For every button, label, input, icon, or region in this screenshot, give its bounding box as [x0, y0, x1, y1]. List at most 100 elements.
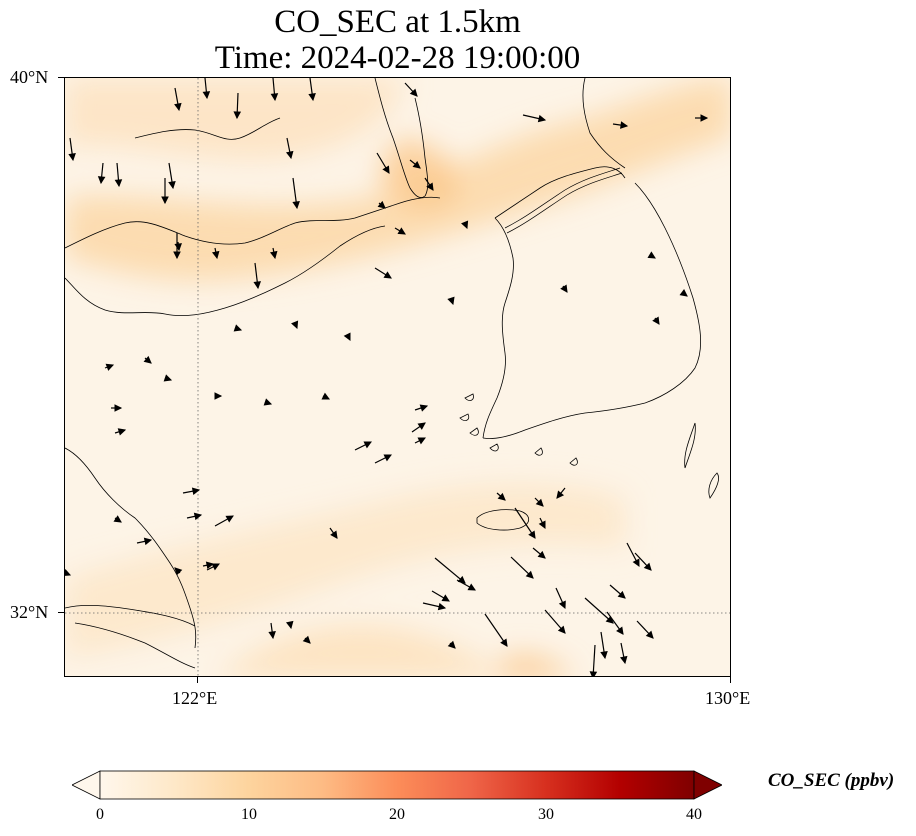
wind-vector-head [285, 150, 294, 160]
wind-vector-head [253, 281, 262, 290]
xtick-label-130e: 130°E [705, 688, 751, 708]
colorbar-tick-20: 20 [389, 806, 405, 823]
wind-vector-head [617, 590, 626, 599]
coastlines [65, 78, 719, 669]
wind-vector-head [233, 111, 242, 120]
wind-vector-head [65, 569, 72, 576]
ytick-32 [58, 612, 64, 613]
wind-vector-head [497, 492, 506, 501]
wind-vector-head [105, 363, 115, 371]
map-panel [64, 77, 731, 677]
wind-vector [434, 557, 466, 584]
wind-vector-head [417, 437, 426, 445]
wind-vector-head [343, 332, 351, 341]
colorbar-tick-0: 0 [96, 806, 104, 823]
colorbar-tick-40: 40 [686, 806, 702, 823]
wind-vector-head [225, 515, 234, 523]
wind-vector-head [645, 630, 654, 639]
wind-vector-head [268, 631, 276, 640]
wind-vector-head [467, 583, 476, 591]
wind-vector-head [437, 602, 447, 611]
wind-vector-head [211, 250, 220, 260]
wind-vectors [65, 78, 709, 676]
wind-vector-head [461, 220, 469, 230]
colorbar [72, 770, 722, 800]
wind-vector-head [113, 515, 122, 523]
map-canvas [65, 78, 730, 676]
wind-vector-head [285, 620, 294, 630]
colorbar-tick-10: 10 [241, 806, 257, 823]
wind-vector-head [163, 374, 173, 382]
wind-vector-head [291, 320, 299, 330]
wind-vector-head [535, 498, 544, 507]
wind-vector-head [382, 165, 390, 174]
wind-vector-head [558, 600, 566, 610]
wind-vector-head [560, 284, 568, 293]
wind-vector-head [616, 626, 624, 635]
ytick-label-40n: 40°N [10, 67, 49, 87]
gridlines [65, 78, 730, 676]
wind-vector-head [174, 102, 182, 112]
wind-vector-head [525, 570, 534, 579]
wind-vector-head [679, 289, 688, 297]
wind-vector-head [528, 530, 536, 539]
wind-vector-head [97, 176, 106, 185]
wind-vector-head [500, 638, 508, 647]
xtick-122 [197, 677, 198, 683]
wind-vector-head [600, 650, 608, 660]
wind-vector-head [174, 567, 183, 576]
wind-vector-head [447, 296, 455, 306]
colorbar-gradient [99, 770, 695, 800]
colorbar-extend-min [72, 770, 101, 800]
wind-vector-head [556, 490, 565, 499]
wind-vector-head [114, 404, 123, 412]
wind-vector-head [700, 114, 709, 122]
wind-vector-head [589, 671, 598, 676]
wind-vector-head [557, 625, 566, 634]
wind-vector-head [308, 93, 316, 102]
wind-vector-head [619, 655, 628, 665]
colorbar-label: CO_SEC (ppbv) [768, 770, 895, 791]
wind-vector-head [292, 201, 300, 210]
wind-vector-head [632, 558, 640, 567]
ytick-label-32n: 32°N [10, 602, 49, 622]
wind-vector-head [447, 640, 456, 649]
map-title: CO_SEC at 1.5km [274, 4, 521, 40]
wind-vector-head [143, 355, 152, 364]
wind-vector-head [409, 88, 418, 97]
wind-vector-head [605, 615, 614, 624]
wind-vector-head [538, 520, 546, 529]
wind-vector-head [419, 404, 429, 412]
wind-vector-head [68, 153, 76, 162]
xtick-label-122e: 122°E [172, 688, 218, 708]
wind-vector-head [193, 512, 203, 521]
wind-vector-head [412, 160, 421, 169]
xtick-130 [730, 677, 731, 683]
ytick-40 [58, 77, 64, 78]
wind-vector-head [302, 635, 311, 644]
wind-vector-head [441, 594, 450, 602]
wind-vector-head [643, 562, 652, 571]
wind-vector-head [269, 250, 278, 260]
wind-vector-head [143, 537, 153, 546]
wind-vector-head [117, 428, 127, 436]
wind-vector-head [377, 200, 386, 209]
wind-vector-head [205, 561, 215, 570]
wind-vector-head [383, 454, 392, 462]
wind-vector-head [417, 422, 426, 430]
wind-vector-head [620, 121, 629, 129]
wind-vector-head [321, 392, 330, 400]
wind-vector-head [214, 392, 223, 400]
wind-vector-head [270, 93, 279, 102]
wind-vector-head [330, 530, 338, 539]
colorbar-tick-30: 30 [538, 806, 554, 823]
wind-vector-head [191, 487, 201, 495]
wind-vector-head [211, 563, 220, 571]
wind-vector-head [652, 316, 660, 325]
wind-vector-head [363, 441, 372, 449]
wind-vector-head [383, 271, 392, 279]
wind-vector-head [173, 251, 181, 260]
wind-vector-head [397, 227, 406, 235]
wind-vector-head [114, 179, 123, 188]
colorbar-extend-max [693, 770, 722, 800]
